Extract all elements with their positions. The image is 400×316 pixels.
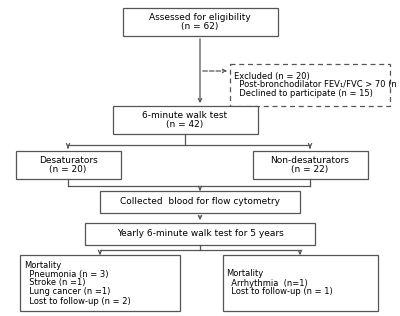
Text: (n = 20): (n = 20): [49, 165, 87, 174]
Bar: [16, 151, 120, 179]
Text: Non-desaturators: Non-desaturators: [270, 156, 350, 165]
Text: (n = 22): (n = 22): [291, 165, 329, 174]
Text: Excluded (n = 20): Excluded (n = 20): [234, 71, 310, 81]
Bar: [252, 151, 368, 179]
Text: (n = 62): (n = 62): [181, 22, 219, 31]
Bar: [112, 106, 258, 134]
Text: Post-bronchodilator FEV₁/FVC > 70 (n = 2): Post-bronchodilator FEV₁/FVC > 70 (n = 2…: [234, 81, 400, 89]
Text: Lost to follow-up (n = 2): Lost to follow-up (n = 2): [24, 296, 131, 306]
Bar: [20, 255, 180, 311]
Bar: [222, 255, 378, 311]
Text: Pneumonia (n = 3): Pneumonia (n = 3): [24, 270, 108, 278]
Text: Declined to participate (n = 15): Declined to participate (n = 15): [234, 89, 373, 99]
Bar: [85, 223, 315, 245]
Text: (n = 42): (n = 42): [166, 120, 204, 129]
Text: Assessed for eligibility: Assessed for eligibility: [149, 13, 251, 22]
Text: Stroke (n =1): Stroke (n =1): [24, 278, 86, 288]
Text: 6-minute walk test: 6-minute walk test: [142, 111, 228, 120]
Text: Arrhythmia  (n=1): Arrhythmia (n=1): [226, 278, 308, 288]
Text: Mortality: Mortality: [226, 270, 264, 278]
Text: Yearly 6-minute walk test for 5 years: Yearly 6-minute walk test for 5 years: [117, 229, 283, 239]
Text: Collected  blood for flow cytometry: Collected blood for flow cytometry: [120, 198, 280, 206]
Text: Desaturators: Desaturators: [39, 156, 97, 165]
Text: Mortality: Mortality: [24, 260, 61, 270]
Bar: [100, 191, 300, 213]
Text: Lost to follow-up (n = 1): Lost to follow-up (n = 1): [226, 288, 333, 296]
Text: Lung cancer (n =1): Lung cancer (n =1): [24, 288, 110, 296]
Bar: [122, 8, 278, 36]
Bar: [230, 64, 390, 106]
